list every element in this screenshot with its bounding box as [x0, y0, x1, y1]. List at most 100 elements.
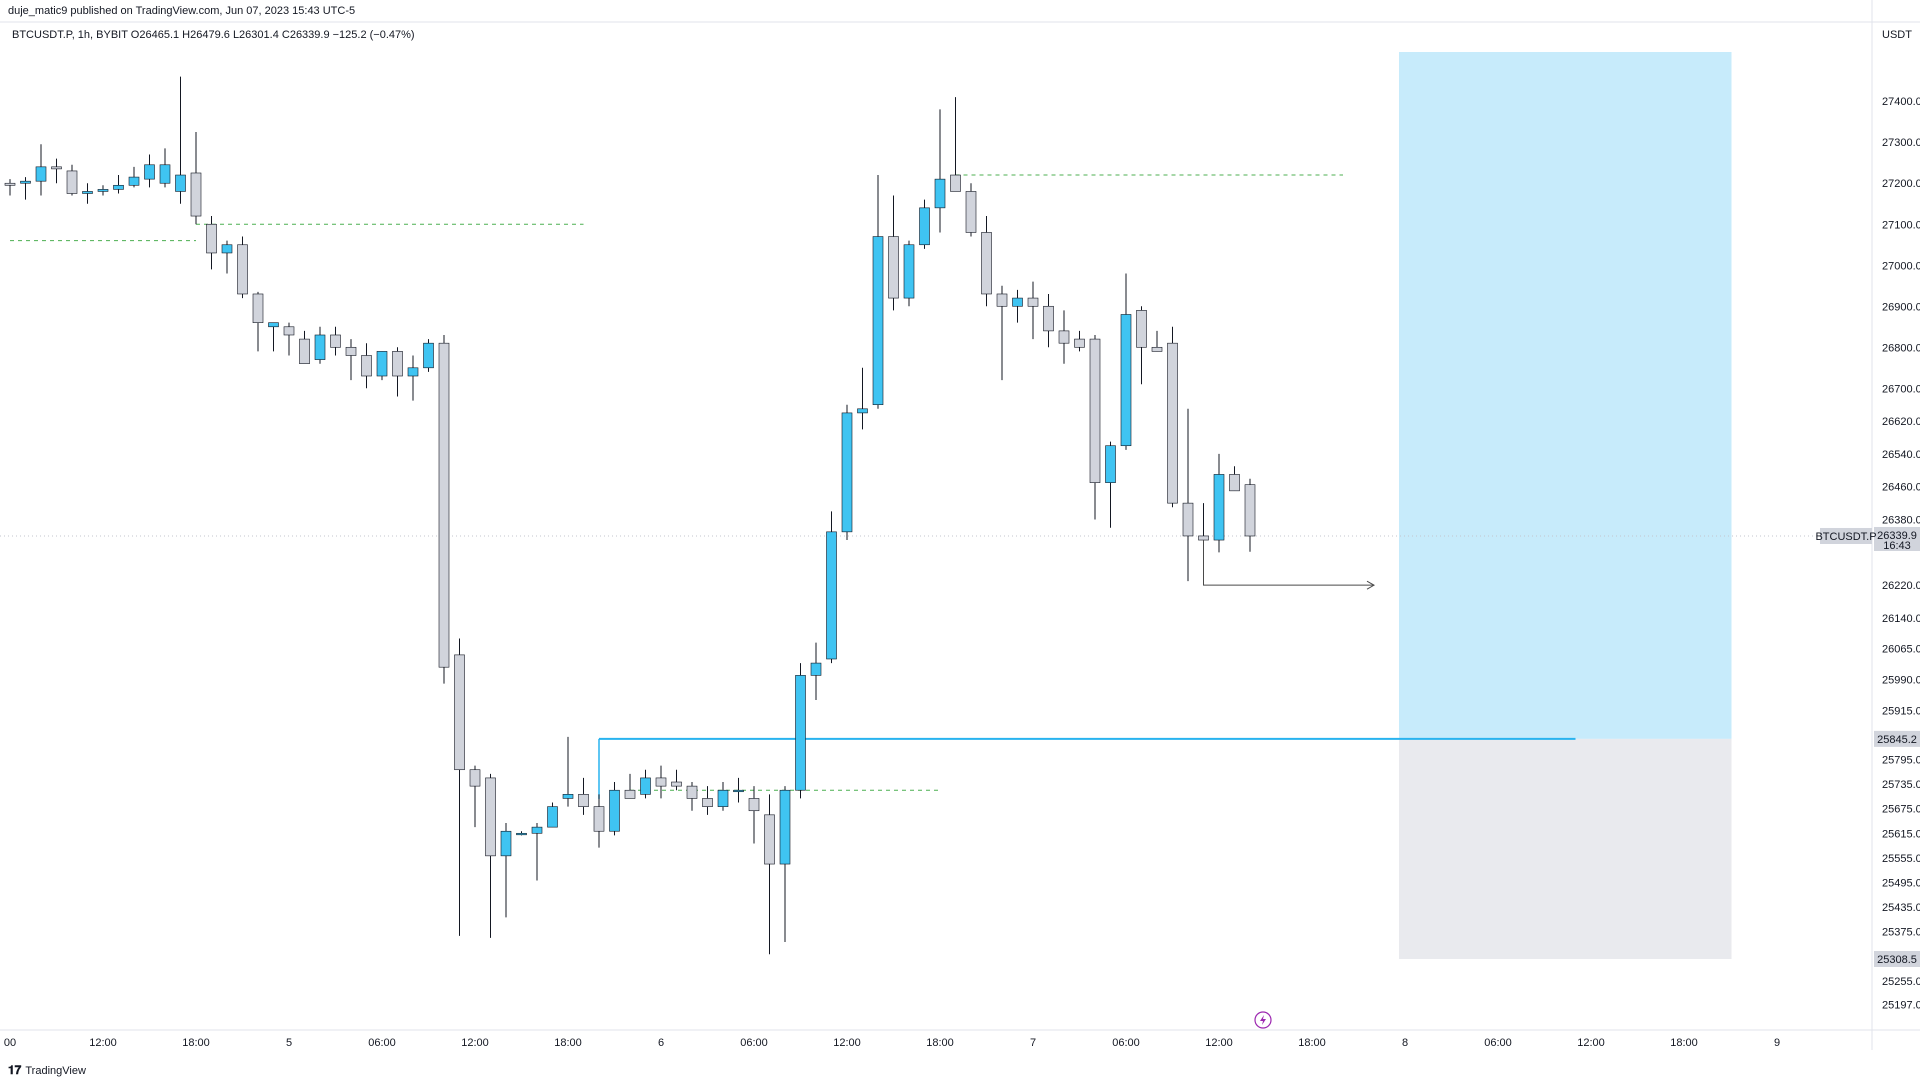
candle-body[interactable]: [237, 244, 248, 295]
tradingview-logo[interactable]: 𝟏𝟕 TradingView: [8, 1063, 86, 1078]
candle-body[interactable]: [485, 777, 496, 857]
candle-body[interactable]: [20, 180, 31, 184]
candle-body[interactable]: [640, 777, 651, 795]
candle-body[interactable]: [671, 781, 682, 787]
candle-body[interactable]: [469, 769, 481, 787]
y-tick-label: 26140.0: [1882, 613, 1920, 625]
candle-body[interactable]: [268, 322, 279, 328]
candle-body[interactable]: [1105, 445, 1116, 483]
candle-body[interactable]: [221, 244, 233, 254]
target-zone[interactable]: [1399, 52, 1732, 739]
candle-body[interactable]: [996, 293, 1008, 307]
candle-body[interactable]: [733, 789, 744, 793]
candle-body[interactable]: [345, 346, 357, 356]
stop-zone[interactable]: [1399, 738, 1732, 959]
arrow-drawing[interactable]: [1203, 540, 1375, 586]
candle-body[interactable]: [51, 166, 62, 170]
candle-body[interactable]: [764, 814, 775, 865]
candle-body[interactable]: [66, 170, 78, 194]
candle-body[interactable]: [175, 174, 186, 192]
candle-body[interactable]: [1058, 330, 1070, 344]
candle-body[interactable]: [531, 826, 543, 834]
y-tick-label: 27100.0: [1882, 219, 1920, 231]
candle-body[interactable]: [857, 408, 868, 414]
level-price-tag-bg: [1874, 730, 1920, 747]
y-tick-label: 26800.0: [1882, 342, 1920, 354]
candle-body[interactable]: [1043, 305, 1054, 332]
candle-body[interactable]: [1151, 346, 1163, 352]
candle-body[interactable]: [872, 236, 884, 406]
candle-body[interactable]: [903, 244, 915, 299]
candle-body[interactable]: [950, 174, 961, 192]
candle-body[interactable]: [981, 232, 992, 295]
candle-body[interactable]: [128, 176, 140, 186]
candle-body[interactable]: [593, 806, 605, 832]
candle-body[interactable]: [1182, 502, 1194, 537]
x-tick-label: 18:00: [182, 1037, 210, 1049]
x-tick-label: 6: [658, 1037, 664, 1049]
candle-body[interactable]: [97, 189, 109, 192]
candle-body[interactable]: [1074, 338, 1085, 348]
candle-body[interactable]: [1167, 342, 1178, 504]
candle-body[interactable]: [35, 166, 47, 182]
candle-body[interactable]: [547, 806, 558, 828]
candle-body[interactable]: [516, 832, 527, 836]
candle-body[interactable]: [888, 236, 899, 299]
candle-body[interactable]: [1213, 474, 1225, 541]
candle-body[interactable]: [1027, 297, 1039, 307]
candle-body[interactable]: [454, 654, 465, 771]
candle-body[interactable]: [686, 785, 698, 799]
candle-body[interactable]: [717, 789, 729, 807]
candle-body[interactable]: [609, 789, 620, 832]
candle-body[interactable]: [779, 789, 791, 865]
candle-body[interactable]: [934, 178, 946, 209]
candle-body[interactable]: [159, 164, 171, 184]
y-tick-label: 26380.0: [1882, 515, 1920, 527]
candle-body[interactable]: [299, 338, 310, 364]
symbol-tag: BTCUSDT.P: [1815, 531, 1876, 543]
y-tick-label: 26700.0: [1882, 383, 1920, 395]
candle-body[interactable]: [4, 182, 16, 186]
candle-body[interactable]: [748, 798, 760, 812]
candle-body[interactable]: [702, 798, 713, 807]
lightning-icon[interactable]: [1254, 1011, 1272, 1029]
candle-body[interactable]: [423, 342, 434, 369]
candle-body[interactable]: [407, 367, 419, 377]
candle-body[interactable]: [841, 412, 853, 533]
candle-body[interactable]: [361, 355, 372, 377]
candle-body[interactable]: [1198, 535, 1209, 541]
candle-body[interactable]: [919, 207, 930, 246]
candle-body[interactable]: [562, 794, 574, 799]
candle-body[interactable]: [376, 351, 388, 377]
candle-body[interactable]: [810, 662, 822, 676]
candle-body[interactable]: [113, 184, 124, 190]
candle-body[interactable]: [392, 351, 403, 377]
candle-body[interactable]: [190, 172, 202, 217]
candle-body[interactable]: [1089, 338, 1101, 483]
candle-body[interactable]: [1120, 314, 1132, 447]
candle-body[interactable]: [1244, 484, 1256, 537]
candle-body[interactable]: [314, 334, 326, 360]
candle-body[interactable]: [82, 191, 93, 194]
candle-body[interactable]: [330, 334, 341, 348]
candle-body[interactable]: [283, 326, 295, 336]
candle-body[interactable]: [1229, 474, 1240, 492]
candle-body[interactable]: [826, 531, 837, 660]
candle-body[interactable]: [144, 164, 155, 180]
candle-body[interactable]: [500, 830, 512, 857]
candle-body[interactable]: [795, 675, 806, 791]
candle-body[interactable]: [1012, 297, 1023, 307]
candle-body[interactable]: [965, 191, 977, 233]
y-tick-label: 25735.0: [1882, 779, 1920, 791]
candle-body[interactable]: [252, 293, 264, 323]
x-tick-label: 18:00: [926, 1037, 954, 1049]
candle-body[interactable]: [578, 794, 589, 807]
candle-body[interactable]: [206, 223, 217, 254]
candle-body[interactable]: [1136, 310, 1147, 348]
candle-body[interactable]: [624, 789, 636, 799]
candle-body[interactable]: [655, 777, 667, 787]
candle-body[interactable]: [438, 342, 450, 668]
last-price-tag: 26339.9: [1877, 530, 1917, 542]
